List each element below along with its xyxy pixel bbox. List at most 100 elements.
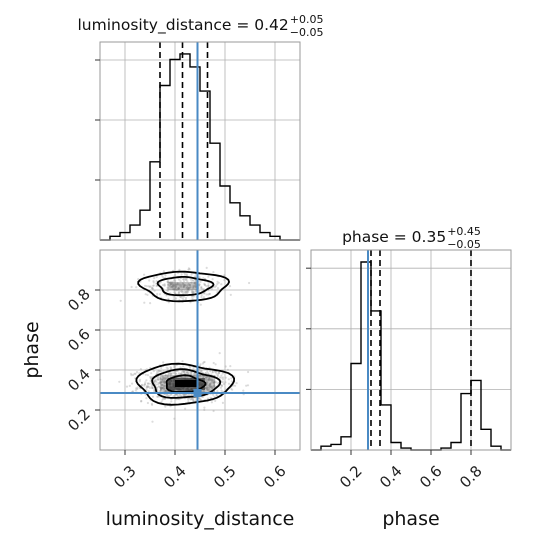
sample-point — [184, 273, 187, 276]
sample-point — [167, 386, 170, 389]
sample-point — [199, 280, 202, 283]
sample-point — [130, 285, 133, 289]
sample-point — [135, 371, 139, 374]
sample-point — [220, 374, 223, 377]
sample-point — [161, 379, 164, 382]
sample-point — [221, 380, 224, 384]
sample-point — [172, 379, 176, 382]
sample-point — [151, 386, 154, 390]
title-sub: −0.05 — [290, 26, 324, 39]
sample-point — [192, 399, 195, 402]
sample-point — [159, 386, 163, 389]
sample-point — [212, 409, 215, 413]
sample-point — [202, 383, 205, 386]
sample-point — [182, 387, 185, 390]
sample-point — [167, 381, 170, 384]
sample-point — [185, 273, 188, 276]
two-d-posterior-panel: 0.3 0.4 0.5 0.6 0.2 0.4 0.6 0.8 — [64, 249, 301, 492]
quantile-lines — [159, 42, 209, 240]
sample-point — [204, 377, 207, 380]
sample-point — [137, 278, 140, 281]
sample-point — [223, 279, 226, 282]
sample-point — [158, 378, 161, 381]
sample-point — [200, 398, 203, 401]
y-ticks: 0.2 0.4 0.6 0.8 — [64, 285, 100, 435]
sample-point — [187, 289, 190, 292]
sample-point — [186, 387, 189, 390]
sample-point — [168, 284, 171, 287]
sample-point — [144, 373, 147, 376]
sample-point — [161, 275, 164, 278]
sample-point — [177, 289, 180, 292]
sample-point — [205, 293, 208, 296]
axes-frame — [99, 41, 301, 241]
sample-point — [234, 384, 237, 387]
sample-point — [180, 296, 183, 299]
sample-point — [140, 384, 143, 387]
sample-point — [205, 266, 208, 269]
sample-point — [164, 374, 167, 377]
sample-point — [146, 374, 149, 377]
sample-point — [200, 287, 203, 290]
x-tick-label: 0.4 — [160, 462, 190, 492]
sample-point — [178, 290, 181, 294]
sample-point — [205, 388, 208, 391]
sample-point — [200, 374, 203, 377]
sample-point — [173, 365, 177, 368]
sample-point — [166, 286, 169, 289]
sample-point — [200, 383, 203, 386]
sample-point — [198, 383, 201, 387]
sample-point — [194, 373, 197, 376]
sample-point — [172, 383, 175, 386]
sample-point — [177, 388, 180, 392]
sample-point — [163, 284, 166, 287]
sample-point — [198, 374, 201, 377]
sample-point — [183, 371, 186, 374]
sample-point — [214, 370, 217, 373]
sample-point — [174, 372, 177, 375]
sample-point — [191, 289, 194, 292]
sample-point — [198, 283, 201, 286]
sample-point — [156, 395, 159, 398]
sample-point — [181, 386, 184, 389]
sample-point — [163, 377, 166, 380]
sample-point — [178, 393, 181, 396]
sample-point — [175, 283, 178, 286]
sample-point — [220, 376, 223, 379]
sample-point — [136, 387, 139, 391]
sample-point — [172, 386, 175, 389]
sample-point — [157, 376, 160, 379]
sample-point — [177, 287, 180, 290]
sample-point — [208, 292, 211, 296]
sample-point — [173, 284, 176, 287]
sample-point — [160, 386, 163, 389]
sample-point — [177, 377, 181, 380]
sample-point — [170, 367, 173, 370]
sample-point — [168, 381, 171, 384]
sample-point — [186, 280, 189, 283]
sample-point — [193, 374, 196, 377]
sample-point — [211, 379, 214, 382]
sample-point — [199, 303, 202, 306]
sample-point — [216, 280, 219, 283]
sample-point — [191, 377, 194, 381]
sample-point — [171, 387, 174, 390]
sample-point — [180, 376, 183, 379]
sample-point — [150, 376, 153, 379]
sample-point — [163, 382, 166, 385]
sample-point — [145, 379, 148, 382]
sample-point — [172, 382, 175, 385]
sample-point — [206, 386, 209, 389]
sample-point — [192, 399, 195, 402]
sample-point — [161, 386, 164, 389]
sample-point — [175, 288, 178, 292]
sample-point — [178, 398, 181, 401]
sample-point — [208, 388, 211, 391]
sample-point — [177, 287, 180, 290]
sample-point — [186, 378, 189, 381]
sample-point — [192, 284, 195, 287]
sample-point — [209, 378, 212, 381]
sample-point — [189, 278, 193, 281]
sample-point — [176, 388, 179, 391]
sample-point — [210, 385, 213, 388]
